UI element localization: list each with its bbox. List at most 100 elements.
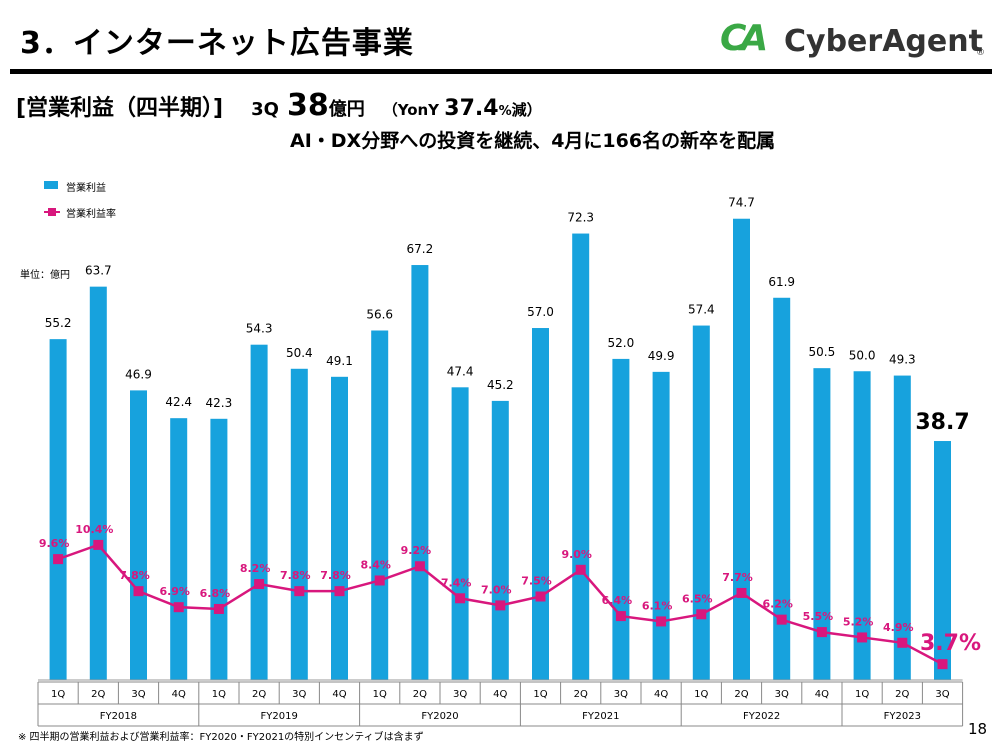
page-number: 18 — [968, 720, 988, 738]
bar-value-label: 49.9 — [648, 349, 675, 363]
margin-value-label: 7.7% — [722, 571, 753, 584]
x-group-label: FY2019 — [261, 711, 298, 722]
margin-value-label: 7.5% — [521, 575, 552, 588]
bar — [491, 400, 509, 680]
margin-value-label: 6.8% — [200, 587, 231, 600]
x-tick-label: 3Q — [935, 689, 949, 700]
margin-point — [254, 579, 265, 590]
page-title: 3．インターネット広告事業 — [20, 26, 414, 61]
x-tick-label: 2Q — [252, 689, 266, 700]
legend-bar-swatch — [44, 181, 58, 189]
bar-value-label: 50.5 — [809, 345, 836, 359]
bar-value-label: 46.9 — [125, 367, 152, 381]
x-tick-label: 2Q — [574, 689, 588, 700]
bar — [612, 358, 630, 680]
bar — [290, 368, 308, 680]
bar — [331, 376, 348, 680]
margin-point — [173, 602, 184, 613]
bar — [853, 371, 871, 680]
bar — [451, 387, 469, 680]
margin-point — [334, 586, 345, 597]
margin-value-label: 5.5% — [803, 610, 834, 623]
margin-value-label: 6.4% — [602, 594, 633, 607]
x-tick-label: 3Q — [775, 689, 789, 700]
footnote: ※ 四半期の営業利益および営業利益率：FY2020・FY2021の特別インセンテ… — [18, 732, 424, 743]
margin-point — [897, 637, 908, 648]
x-group-label: FY2020 — [421, 711, 458, 722]
bar — [89, 286, 107, 680]
bar — [411, 265, 429, 680]
margin-value-label: 9.0% — [561, 548, 592, 561]
yoy-suffix: 減） — [511, 101, 542, 119]
x-tick-label: 1Q — [51, 689, 65, 700]
bar — [773, 297, 791, 680]
x-tick-label: 1Q — [533, 689, 547, 700]
bar-value-label: 50.0 — [849, 348, 876, 362]
margin-value-label: 4.9% — [883, 621, 914, 634]
margin-point — [776, 614, 787, 625]
legend-line-label: 営業利益率 — [66, 209, 116, 220]
margin-value-label: 9.2% — [401, 544, 432, 557]
margin-point — [53, 554, 64, 565]
x-tick-label: 2Q — [734, 689, 748, 700]
margin-point — [414, 561, 425, 572]
bar — [934, 441, 951, 680]
bar-value-label: 56.6 — [366, 307, 393, 321]
logo-mark-icon: CA — [720, 18, 768, 59]
bar-value-label: 49.1 — [326, 354, 353, 368]
x-tick-label: 2Q — [895, 689, 909, 700]
x-tick-label: 2Q — [91, 689, 105, 700]
margin-point — [696, 609, 707, 620]
margin-value-label: 7.0% — [481, 583, 512, 596]
bar — [532, 328, 549, 680]
bar — [572, 233, 590, 681]
cyberagent-logo: CA CyberAgent ® — [720, 18, 990, 68]
margin-value-label: 5.2% — [843, 615, 874, 628]
margin-value-label: 9.6% — [39, 537, 70, 550]
bar-value-label: 49.3 — [889, 353, 916, 367]
x-tick-label: 1Q — [212, 689, 226, 700]
legend-line-marker — [48, 208, 56, 216]
bar-value-label: 54.3 — [246, 322, 273, 336]
yoy-prefix: （YonY — [382, 101, 440, 119]
bar-value-label: 61.9 — [768, 275, 795, 289]
bar — [692, 325, 710, 680]
bar — [250, 344, 268, 680]
x-tick-label: 2Q — [413, 689, 427, 700]
margin-point — [93, 539, 104, 550]
legend-bar-label: 営業利益 — [66, 183, 106, 194]
bar-value-label: 50.4 — [286, 346, 313, 360]
x-tick-label: 1Q — [373, 689, 387, 700]
x-group-label: FY2023 — [884, 711, 921, 722]
x-tick-label: 3Q — [131, 689, 145, 700]
bar-value-label: 38.7 — [915, 410, 969, 435]
x-tick-label: 3Q — [292, 689, 306, 700]
x-group-label: FY2021 — [582, 711, 619, 722]
margin-point — [294, 586, 305, 597]
margin-point — [656, 616, 667, 627]
margin-value-label: 7.4% — [441, 576, 472, 589]
margin-value-label: 7.8% — [320, 569, 351, 582]
bar-value-label: 45.2 — [487, 378, 514, 392]
bar — [652, 371, 670, 680]
x-tick-label: 4Q — [172, 689, 186, 700]
bar — [130, 390, 147, 680]
title-rule — [10, 69, 992, 74]
bar-value-label: 67.2 — [407, 242, 434, 256]
bar — [893, 375, 911, 680]
margin-point — [213, 603, 224, 614]
margin-point — [816, 627, 827, 638]
headline-quarter: 3Q — [251, 99, 279, 120]
x-tick-label: 4Q — [654, 689, 668, 700]
margin-value-label: 10.4% — [75, 523, 113, 536]
margin-value-label: 8.2% — [240, 562, 271, 575]
x-tick-label: 1Q — [855, 689, 869, 700]
bar-value-label: 57.0 — [527, 305, 554, 319]
margin-value-label: 7.8% — [280, 569, 311, 582]
x-tick-label: 3Q — [614, 689, 628, 700]
margin-point — [495, 600, 506, 611]
margin-value-label: 8.4% — [360, 558, 391, 571]
margin-point — [857, 632, 868, 643]
bar — [170, 418, 188, 680]
